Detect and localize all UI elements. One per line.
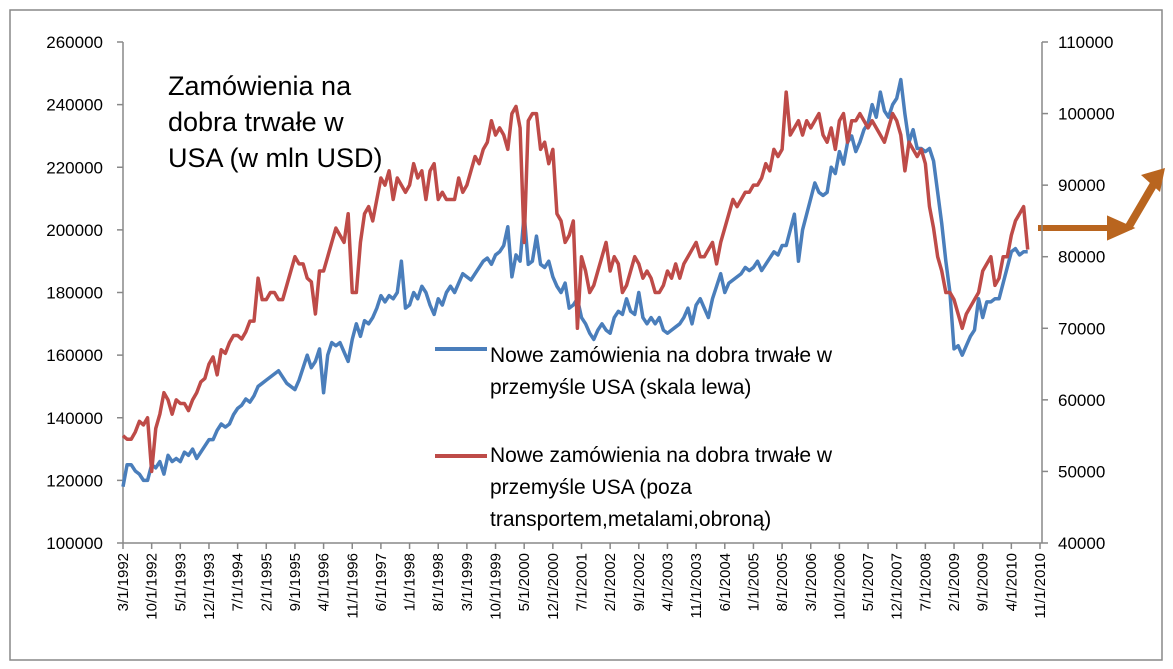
y-tick-label: 160000 (46, 346, 103, 365)
y2-tick-label: 50000 (1058, 462, 1105, 481)
x-tick-label: 9/1/2009 (975, 553, 992, 611)
x-tick-label: 10/1/1992 (144, 553, 161, 620)
x-tick-label: 10/1/1999 (488, 553, 505, 620)
y2-tick-label: 40000 (1058, 534, 1105, 553)
x-tick-label: 4/1/1996 (316, 553, 333, 611)
x-tick-label: 9/1/1995 (287, 553, 304, 611)
x-tick-label: 11/1/2010 (1032, 553, 1049, 619)
x-tick-label: 7/1/1994 (230, 553, 247, 611)
x-tick-label: 6/1/1997 (373, 553, 390, 611)
x-tick-label: 8/1/1998 (430, 553, 447, 611)
y-tick-label: 140000 (46, 409, 103, 428)
y-tick-label: 260000 (46, 33, 103, 52)
x-tick-label: 7/1/2008 (917, 553, 934, 611)
y-tick-label: 240000 (46, 96, 103, 115)
x-tick-label: 8/1/2005 (774, 553, 791, 611)
x-tick-label: 2/1/2002 (602, 553, 619, 611)
x-tick-label: 1/1/2005 (745, 553, 762, 611)
chart-title: Zamówienia na dobra trwałe w USA (w mln … (168, 71, 383, 173)
x-tick-label: 5/1/2007 (860, 553, 877, 611)
x-tick-label: 7/1/2001 (574, 553, 591, 611)
y2-tick-label: 110000 (1058, 33, 1113, 52)
x-tick-label: 2/1/2009 (946, 553, 963, 611)
x-tick-label: 5/1/1993 (172, 553, 189, 611)
y2-tick-label: 60000 (1058, 391, 1105, 410)
chart-frame (9, 9, 1163, 661)
x-tick-label: 3/1/1992 (115, 553, 132, 611)
legend-swatch (435, 454, 487, 458)
x-tick-label: 2/1/1995 (258, 553, 275, 611)
arrow-head (1141, 168, 1165, 192)
series-line (121, 90, 1030, 474)
legend-label: Nowe zamówienia na dobra trwałe w przemy… (490, 344, 832, 399)
x-tick-label: 4/1/2003 (659, 553, 676, 611)
legend-swatch (435, 347, 487, 351)
x-tick-label: 5/1/2000 (516, 553, 533, 611)
x-tick-label: 10/1/2006 (831, 553, 848, 620)
x-tick-label: 9/1/2002 (631, 553, 648, 611)
y2-tick-label: 80000 (1058, 248, 1105, 267)
x-tick-label: 11/1/1996 (344, 553, 361, 619)
x-tick-label: 3/1/2006 (803, 553, 820, 611)
legend-label: Nowe zamówienia na dobra trwałe w przemy… (490, 444, 832, 531)
y2-tick-label: 90000 (1058, 176, 1105, 195)
arrow (1124, 179, 1159, 231)
y2-tick-label: 100000 (1058, 105, 1115, 124)
y-tick-label: 120000 (46, 471, 103, 490)
x-tick-label: 11/1/2003 (688, 553, 705, 619)
x-tick-label: 12/1/1993 (201, 553, 218, 620)
x-tick-label: 12/1/2000 (545, 553, 562, 620)
y-tick-label: 220000 (46, 158, 103, 177)
arrow (1038, 215, 1136, 241)
x-tick-label: 6/1/2004 (717, 553, 734, 611)
x-tick-label: 3/1/1999 (459, 553, 476, 611)
y-tick-label: 100000 (46, 534, 103, 553)
x-tick-label: 12/1/2007 (889, 553, 906, 620)
y-tick-label: 180000 (46, 284, 103, 303)
x-tick-label: 4/1/2010 (1003, 553, 1020, 611)
y-tick-label: 200000 (46, 221, 103, 240)
x-tick-label: 1/1/1998 (402, 553, 419, 611)
y2-tick-label: 70000 (1058, 319, 1105, 338)
